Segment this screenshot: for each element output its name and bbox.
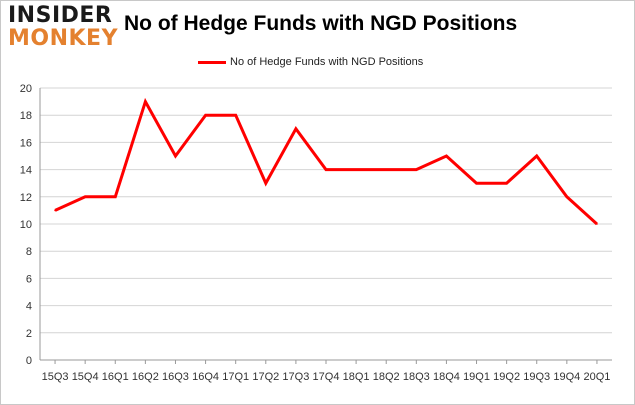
- data-point: [505, 182, 508, 184]
- logo-line-bottom: MONKEY: [8, 26, 119, 51]
- y-tick-label: 18: [20, 110, 32, 122]
- x-tick-label: 17Q2: [252, 371, 279, 383]
- data-point: [84, 196, 86, 198]
- data-point: [234, 114, 237, 116]
- data-point: [596, 223, 598, 225]
- x-tick-label: 18Q1: [343, 371, 370, 383]
- y-tick-label: 12: [20, 192, 32, 204]
- x-tick-label: 19Q2: [493, 371, 520, 383]
- x-tick-label: 17Q4: [313, 371, 340, 383]
- x-tick-label: 18Q3: [403, 371, 430, 383]
- data-point: [264, 182, 267, 184]
- data-point: [566, 196, 568, 198]
- x-tick-label: 16Q3: [162, 371, 189, 383]
- x-tick-label: 17Q3: [282, 371, 309, 383]
- data-point: [475, 182, 478, 184]
- data-point: [54, 209, 56, 212]
- data-point: [325, 168, 327, 171]
- x-tick-label: 19Q4: [553, 371, 580, 383]
- logo-line-top: INSIDER: [8, 3, 113, 28]
- data-point: [144, 100, 147, 103]
- data-point: [445, 155, 448, 157]
- y-tick-label: 4: [26, 301, 32, 313]
- legend-label: No of Hedge Funds with NGD Positions: [230, 56, 424, 68]
- x-tick-label: 15Q4: [72, 371, 99, 383]
- x-tick-label: 16Q2: [132, 371, 159, 383]
- data-point: [535, 155, 538, 157]
- x-tick-label: 15Q3: [42, 371, 69, 383]
- x-tick-label: 16Q4: [192, 371, 219, 383]
- legend-swatch: [198, 60, 226, 64]
- chart-legend: No of Hedge Funds with NGD Positions: [198, 54, 423, 70]
- y-tick-label: 6: [26, 273, 32, 285]
- x-tick-label: 19Q3: [523, 371, 550, 383]
- data-point: [415, 168, 418, 171]
- data-point: [114, 196, 117, 198]
- y-tick-label: 10: [20, 219, 32, 231]
- x-tick-label: 19Q1: [463, 371, 490, 383]
- y-tick-label: 14: [20, 165, 32, 177]
- y-tick-label: 8: [26, 246, 32, 258]
- data-point: [174, 155, 177, 157]
- y-tick-label: 16: [20, 137, 32, 149]
- y-tick-label: 2: [26, 328, 32, 340]
- data-point: [385, 168, 388, 171]
- x-tick-label: 17Q1: [222, 371, 249, 383]
- y-tick-label: 0: [26, 355, 32, 367]
- y-tick-label: 20: [20, 83, 32, 95]
- data-point: [204, 114, 207, 116]
- x-tick-label: 18Q4: [433, 371, 460, 383]
- data-point: [295, 128, 297, 130]
- series-line-0: [54, 97, 598, 226]
- x-tick-label: 20Q1: [583, 371, 610, 383]
- insider-monkey-logo: INSIDER MONKEY: [8, 5, 118, 51]
- x-tick-label: 16Q1: [102, 371, 129, 383]
- chart-title: No of Hedge Funds with NGD Positions: [124, 12, 518, 35]
- x-tick-label: 18Q2: [373, 371, 400, 383]
- data-point: [355, 168, 357, 171]
